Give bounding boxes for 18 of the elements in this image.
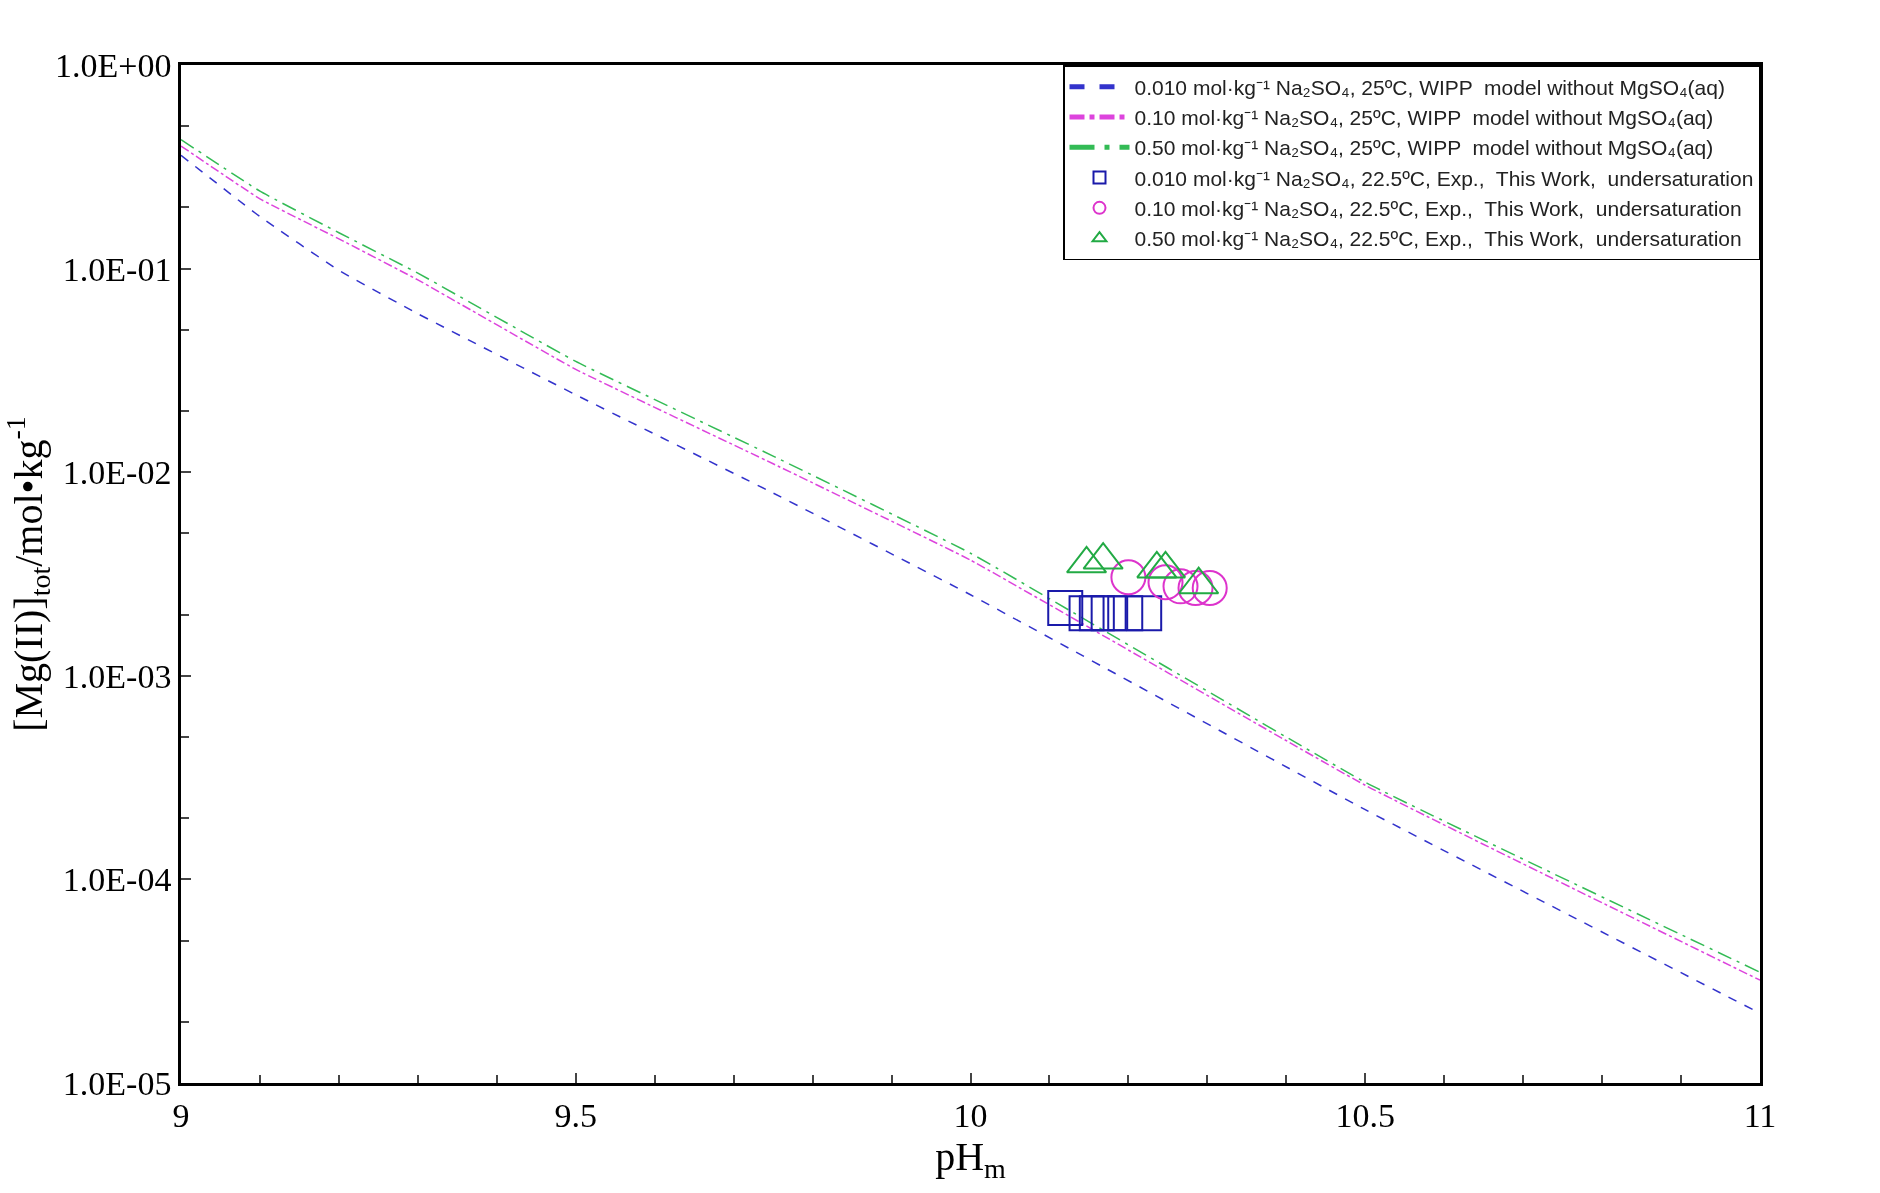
- x-tick-label: 9: [172, 1096, 190, 1134]
- x-axis-title: pH$_{m}$: [935, 1134, 1007, 1185]
- y-tick-label: 1.0E-02: [62, 454, 172, 492]
- x-tick-label: 9.5: [554, 1096, 597, 1134]
- y-tick-label: 1.0E-03: [62, 657, 172, 695]
- legend-label: 0.010 mol·kg⁻¹ Na₂SO₄, 22.5ºC, Exp., This Work, undersaturation: [1134, 166, 1754, 190]
- y-tick-label: 1.0E-04: [62, 861, 172, 899]
- legend-label: 0.50 mol·kg⁻¹ Na₂SO₄, 22.5ºC, Exp., This Work, undersaturation: [1134, 227, 1742, 251]
- x-tick-label: 10: [953, 1096, 988, 1134]
- y-tick-label: 1.0E+00: [55, 46, 172, 84]
- legend-label: 0.010 mol·kg⁻¹ Na₂SO₄, 25ºC, WIPP model without MgSO₄(aq): [1134, 75, 1725, 99]
- legend-label: 0.10 mol·kg⁻¹ Na₂SO₄, 25ºC, WIPP model without MgSO₄(aq): [1134, 106, 1714, 130]
- x-tick-label: 10.5: [1335, 1096, 1395, 1134]
- y-tick-label: 1.0E-01: [62, 250, 172, 288]
- x-tick-label: 11: [1743, 1096, 1777, 1134]
- legend-label: 0.10 mol·kg⁻¹ Na₂SO₄, 22.5ºC, Exp., This Work, undersaturation: [1134, 197, 1742, 221]
- legend-label: 0.50 mol·kg⁻¹ Na₂SO₄, 25ºC, WIPP model without MgSO₄(aq): [1134, 136, 1714, 160]
- y-tick-label: 1.0E-05: [62, 1064, 172, 1102]
